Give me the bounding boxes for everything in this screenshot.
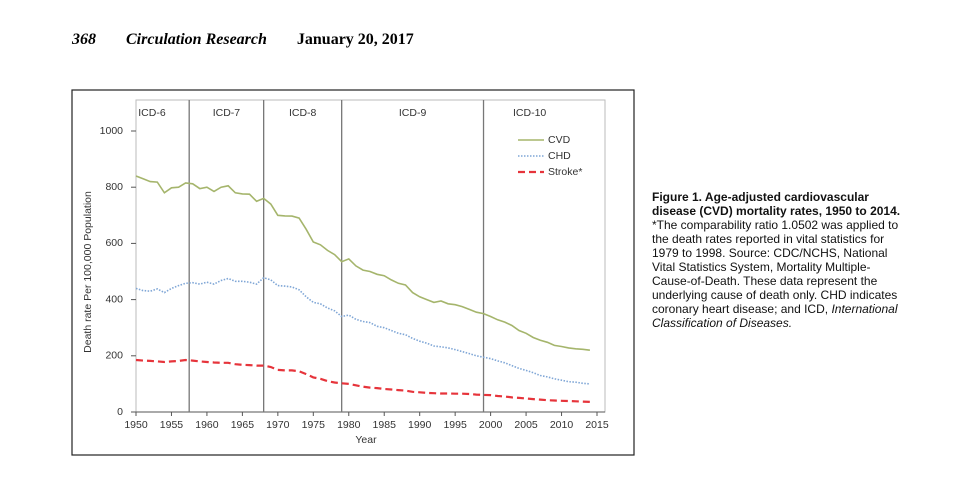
y-axis-label: Death rate Per 100,000 Population: [82, 191, 94, 353]
x-axis-label: Year: [355, 434, 377, 446]
figure-frame: [71, 89, 635, 456]
x-tick-label: 1990: [408, 419, 432, 431]
header: 368 Circulation Research January 20, 2017: [72, 31, 444, 49]
x-tick-label: 1950: [124, 419, 148, 431]
x-tick-label: 1955: [160, 419, 184, 431]
period-label: ICD-7: [213, 107, 241, 119]
journal: Circulation Research: [126, 31, 267, 48]
x-tick-label: 1995: [443, 419, 467, 431]
x-tick-label: 1960: [195, 419, 219, 431]
y-tick-label: 0: [117, 406, 123, 418]
caption-title: Figure 1. Age-adjusted cardiovascular di…: [652, 190, 901, 218]
legend-label: CHD: [548, 150, 571, 162]
y-tick-label: 400: [105, 293, 123, 305]
x-tick-label: 2015: [585, 419, 609, 431]
y-tick-label: 800: [105, 181, 123, 193]
plot-frame: [135, 99, 606, 413]
series-line: [135, 358, 590, 403]
y-tick-label: 200: [105, 350, 123, 362]
x-tick-label: 2000: [479, 419, 503, 431]
x-tick-label: 2010: [550, 419, 574, 431]
page-number: 368: [72, 31, 96, 48]
series-line: [135, 175, 591, 351]
x-tick-label: 1975: [302, 419, 326, 431]
date: January 20, 2017: [296, 31, 414, 48]
legend-label: CVD: [548, 134, 571, 146]
x-tick-label: 2005: [514, 419, 538, 431]
period-label: ICD-9: [399, 107, 427, 119]
period-label: ICD-10: [513, 107, 546, 119]
y-tick-label: 1000: [100, 125, 124, 137]
x-tick-label: 1965: [231, 419, 255, 431]
caption: Figure 1. Age-adjusted cardiovascular di…: [652, 190, 907, 330]
period-label: ICD-8: [289, 107, 317, 119]
caption-text: *The comparability ratio 1.0502 was appl…: [652, 218, 899, 316]
period-label: ICD-6: [138, 107, 166, 119]
x-tick-label: 1970: [266, 419, 290, 431]
y-tick-label: 600: [105, 237, 123, 249]
legend-label: Stroke*: [548, 166, 582, 178]
caption-italic: International Classification of Diseases…: [652, 302, 898, 330]
x-tick-label: 1985: [373, 419, 397, 431]
x-tick-label: 1980: [337, 419, 361, 431]
